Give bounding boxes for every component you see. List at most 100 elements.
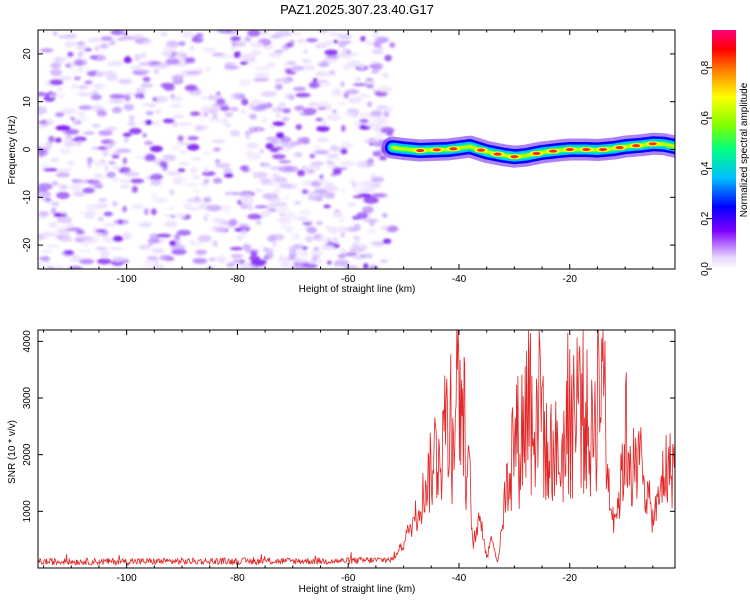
noise-blob — [241, 228, 247, 235]
noise-blob — [141, 102, 151, 108]
noise-blob — [265, 142, 274, 150]
noise-blob — [352, 195, 364, 199]
noise-blob — [356, 212, 368, 220]
noise-blob — [244, 249, 260, 254]
noise-blob — [89, 104, 105, 110]
noise-blob — [156, 95, 168, 103]
noise-blob — [340, 232, 346, 238]
noise-blob — [259, 210, 272, 218]
noise-blob — [279, 216, 288, 223]
noise-blob — [217, 30, 233, 34]
noise-blob — [105, 126, 117, 131]
noise-blob — [123, 171, 140, 177]
snr-xtick-label: -100 — [117, 573, 137, 584]
noise-blob — [77, 65, 84, 74]
noise-blob — [104, 166, 109, 171]
noise-blob — [363, 196, 379, 204]
noise-blob — [278, 183, 293, 189]
noise-blob — [174, 51, 186, 58]
signal-peak — [532, 151, 541, 156]
noise-blob — [115, 148, 132, 153]
noise-blob — [238, 79, 251, 87]
noise-blob — [40, 48, 54, 53]
noise-blob — [156, 233, 172, 238]
noise-blob — [337, 101, 348, 106]
noise-blob — [111, 151, 122, 155]
noise-blob — [382, 72, 389, 79]
noise-blob — [353, 223, 361, 231]
noise-blob — [259, 178, 273, 184]
noise-blob — [98, 130, 113, 136]
noise-blob — [364, 39, 372, 46]
noise-blob — [348, 96, 362, 104]
noise-blob — [272, 146, 284, 150]
noise-blob — [151, 247, 165, 254]
noise-blob — [298, 209, 312, 216]
noise-blob — [278, 102, 286, 108]
noise-blob — [39, 256, 50, 261]
noise-blob — [171, 248, 187, 255]
noise-blob — [345, 112, 353, 116]
noise-blob — [59, 226, 72, 230]
noise-blob — [102, 223, 117, 227]
noise-blob — [149, 145, 163, 152]
noise-blob — [368, 64, 379, 69]
noise-blob — [372, 89, 378, 93]
noise-blob — [331, 87, 342, 93]
snr-ticks: -100 -80 -60 -40 -20 1000 2000 3000 4000 — [22, 330, 675, 584]
noise-blob — [253, 78, 270, 82]
noise-blob — [245, 142, 259, 149]
noise-blob — [100, 250, 110, 258]
noise-blob — [326, 114, 342, 121]
noise-blob — [314, 188, 330, 194]
noise-blob — [189, 111, 201, 116]
noise-blob — [205, 67, 211, 72]
noise-blob — [235, 40, 247, 48]
noise-blob — [38, 210, 50, 217]
noise-blob — [106, 171, 116, 178]
signal-peak — [565, 147, 574, 152]
noise-blob — [212, 177, 223, 184]
noise-blob — [49, 79, 64, 86]
noise-blob — [228, 190, 233, 196]
noise-blob — [332, 236, 339, 244]
noise-blob — [108, 99, 124, 104]
noise-blob — [340, 187, 346, 194]
noise-blob — [323, 204, 331, 209]
noise-blob — [56, 172, 70, 178]
noise-blob — [192, 175, 201, 180]
noise-blob — [256, 104, 273, 109]
noise-blob — [104, 203, 110, 208]
noise-blob — [53, 265, 64, 269]
snr-xtick-label: -20 — [563, 573, 578, 584]
noise-blob — [250, 42, 264, 48]
noise-blob — [50, 62, 62, 69]
noise-blob — [164, 220, 178, 228]
signal-peak — [599, 147, 607, 152]
noise-blob — [354, 188, 365, 193]
noise-blob — [231, 40, 236, 46]
noise-blob — [83, 242, 89, 247]
noise-blob — [108, 141, 117, 147]
noise-blob — [318, 61, 330, 68]
noise-blob — [371, 49, 384, 55]
snr-ylabel: SNR (10 * v/v) — [7, 420, 18, 484]
noise-blob — [283, 63, 289, 70]
noise-blob — [91, 123, 102, 128]
noise-blob — [223, 168, 233, 174]
noise-blob — [92, 159, 108, 167]
noise-blob — [370, 60, 378, 66]
noise-blob — [175, 213, 187, 218]
noise-blob — [371, 30, 380, 37]
noise-blob — [370, 70, 379, 74]
noise-blob — [271, 107, 279, 113]
noise-blob — [220, 118, 229, 125]
noise-blob — [239, 61, 248, 65]
noise-blob — [274, 50, 284, 54]
noise-blob — [195, 249, 208, 256]
noise-blob — [345, 89, 359, 95]
noise-blob — [96, 232, 102, 237]
noise-blob — [82, 131, 95, 135]
noise-blob — [265, 62, 276, 68]
